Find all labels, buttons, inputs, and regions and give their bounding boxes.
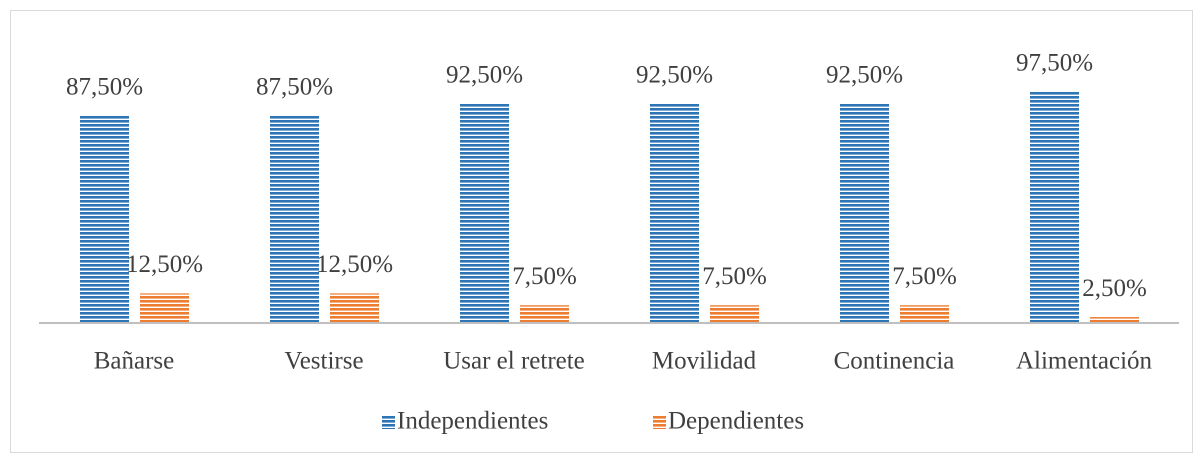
legend-label: Dependientes xyxy=(668,408,804,435)
value-label: 97,50% xyxy=(1016,50,1093,77)
x-tick-label: Vestirse xyxy=(284,348,363,375)
legend-swatch xyxy=(382,416,395,429)
x-tick-label: Continencia xyxy=(834,348,955,375)
value-label: 92,50% xyxy=(636,62,713,89)
value-label: 7,50% xyxy=(702,263,767,290)
bar xyxy=(840,103,889,324)
x-tick-label: Movilidad xyxy=(652,348,757,375)
value-label: 12,50% xyxy=(316,251,393,278)
x-tick-label: Usar el retrete xyxy=(443,348,585,375)
value-label: 92,50% xyxy=(826,62,903,89)
bar xyxy=(460,103,509,324)
value-label: 87,50% xyxy=(256,73,333,100)
legend-swatch xyxy=(653,416,666,429)
bar xyxy=(1030,91,1079,323)
legend-label: Independientes xyxy=(397,408,548,435)
value-label: 7,50% xyxy=(512,263,577,290)
value-label: 92,50% xyxy=(446,62,523,89)
x-tick-label: Bañarse xyxy=(94,348,175,375)
value-label: 12,50% xyxy=(126,251,203,278)
bar xyxy=(710,305,759,323)
bar xyxy=(140,293,189,323)
bar xyxy=(900,305,949,323)
bar xyxy=(270,115,319,323)
value-label: 87,50% xyxy=(66,73,143,100)
value-label: 7,50% xyxy=(892,263,957,290)
bar xyxy=(520,305,569,323)
bar xyxy=(80,115,129,323)
bar xyxy=(1090,317,1139,323)
chart-border xyxy=(10,10,1193,453)
bar xyxy=(650,103,699,324)
x-tick-label: Alimentación xyxy=(1016,348,1153,375)
value-label: 2,50% xyxy=(1082,275,1147,302)
bar xyxy=(330,293,379,323)
